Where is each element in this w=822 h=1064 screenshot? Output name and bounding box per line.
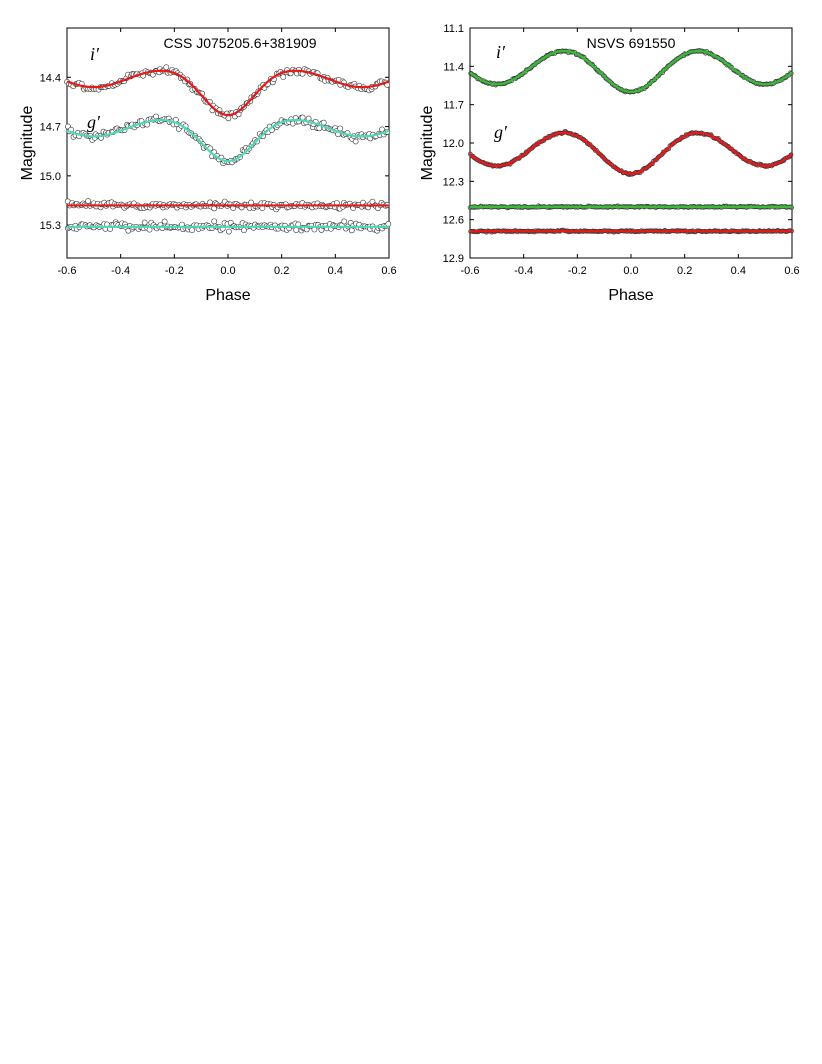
x-tick-label: -0.4 xyxy=(111,265,130,277)
y-tick-label: 12.9 xyxy=(443,253,464,265)
x-tick-label: 0.6 xyxy=(784,265,799,277)
model-fits xyxy=(469,49,793,233)
x-tick-label: 0.0 xyxy=(220,265,235,277)
x-axis-title: Phase xyxy=(205,287,250,304)
x-tick-label: 0.2 xyxy=(274,265,289,277)
fit-curve xyxy=(66,118,390,163)
data-point xyxy=(337,125,344,132)
data-point xyxy=(225,115,232,122)
y-ticks: 11.1 11.4 11.7 12.0 12.3 12.6 12.9 xyxy=(443,23,792,265)
x-axis-title: Phase xyxy=(608,287,653,304)
data-point xyxy=(161,218,168,225)
data-point xyxy=(163,64,170,71)
y-axis-title: Magnitude xyxy=(19,106,36,181)
band-label-g: g′ xyxy=(494,122,508,142)
y-tick-label: 11.1 xyxy=(443,23,464,35)
data-points xyxy=(64,64,392,235)
data-point xyxy=(280,74,287,80)
panel-title: CSS J075205.6+381909 xyxy=(164,35,317,51)
data-point xyxy=(320,119,327,126)
band-label-i: i′ xyxy=(496,42,506,62)
panel-nsvs-691550: NSVS 691550 i′ g′ Magnitude Phase -0.6 -0… xyxy=(419,23,800,304)
panel-title: NSVS 691550 xyxy=(587,35,676,51)
y-axis-title: Magnitude xyxy=(419,106,436,181)
x-ticks: -0.6 -0.4 -0.2 0.0 0.2 0.4 0.6 xyxy=(58,28,397,277)
x-ticks: -0.6 -0.4 -0.2 0.0 0.2 0.4 0.6 xyxy=(461,28,800,277)
y-tick-label: 12.3 xyxy=(443,176,464,188)
x-tick-label: -0.6 xyxy=(461,265,480,277)
y-tick-label: 15.0 xyxy=(40,171,61,183)
x-tick-label: 0.4 xyxy=(731,265,746,277)
panel-css-j075205: CSS J075205.6+381909 i′ g′ Magnitude Pha… xyxy=(19,27,397,304)
x-tick-label: -0.4 xyxy=(514,265,533,277)
data-point xyxy=(225,228,232,235)
light-curve-figure: CSS J075205.6+381909 i′ g′ Magnitude Pha… xyxy=(19,23,800,304)
y-tick-label: 12.6 xyxy=(443,215,464,227)
data-point xyxy=(211,218,218,225)
fit-curve xyxy=(66,69,390,117)
band-label-g: g′ xyxy=(87,112,101,132)
x-tick-label: -0.6 xyxy=(58,265,77,277)
band-label-i: i′ xyxy=(90,44,100,64)
x-tick-label: -0.2 xyxy=(568,265,587,277)
y-tick-label: 14.4 xyxy=(40,72,61,84)
model-fits xyxy=(66,69,390,228)
data-point xyxy=(189,227,195,234)
y-tick-label: 12.0 xyxy=(443,138,464,150)
x-tick-label: -0.2 xyxy=(165,265,184,277)
plot-frame xyxy=(469,27,793,259)
data-point xyxy=(341,218,348,225)
data-point xyxy=(352,138,359,145)
data-point xyxy=(85,198,92,204)
y-tick-label: 11.4 xyxy=(443,61,464,73)
data-point xyxy=(293,227,300,233)
y-ticks: 14.4 14.7 15.0 15.3 xyxy=(40,72,389,232)
x-tick-label: 0.4 xyxy=(328,265,343,277)
fit-curve xyxy=(469,131,793,175)
x-tick-label: 0.2 xyxy=(677,265,692,277)
data-point xyxy=(141,219,148,226)
y-tick-label: 15.3 xyxy=(40,220,61,232)
x-tick-label: 0.0 xyxy=(623,265,638,277)
x-tick-label: 0.6 xyxy=(381,265,396,277)
y-tick-label: 11.7 xyxy=(443,100,464,112)
fit-curve xyxy=(469,49,793,93)
y-tick-label: 14.7 xyxy=(40,122,61,134)
